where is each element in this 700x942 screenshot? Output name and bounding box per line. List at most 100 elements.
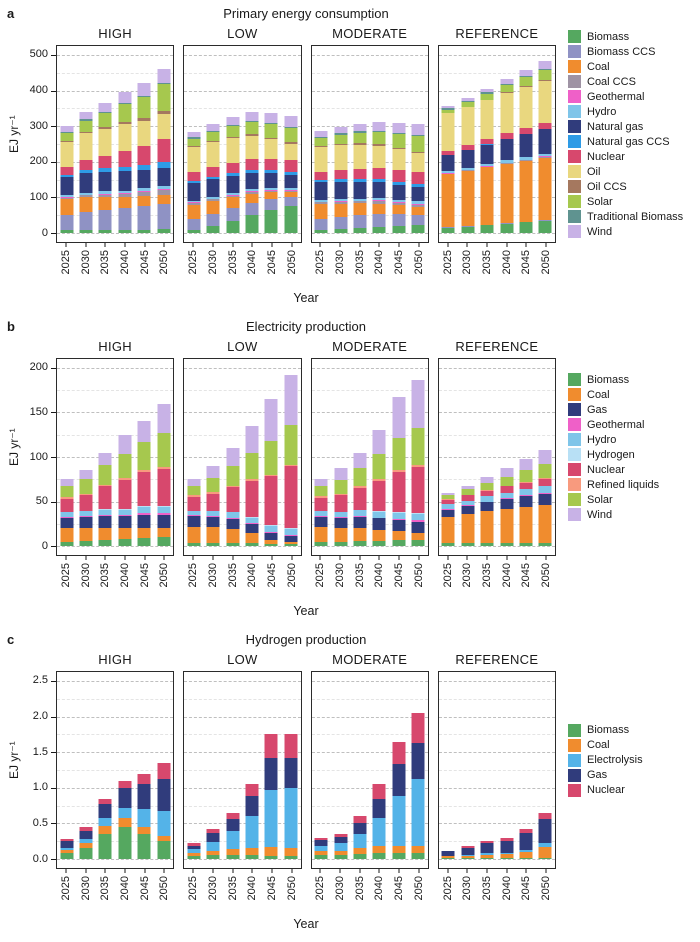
bar-low-2040: [245, 111, 259, 234]
y-tick-mark: [51, 197, 56, 199]
segment-biomass-ccs: [98, 209, 112, 230]
solar-swatch: [568, 195, 581, 208]
wind-swatch: [568, 225, 581, 238]
segment-biomass: [157, 228, 171, 234]
bar-high-2030: [79, 470, 93, 547]
segment-gas: [461, 847, 475, 855]
gridline-major: [184, 501, 301, 503]
segment-oil: [392, 149, 406, 171]
segment-natural-gas: [392, 184, 406, 200]
x-tick-label: 2030: [461, 250, 474, 275]
segment-coal: [60, 849, 74, 854]
segment-coal: [206, 527, 220, 543]
segment-gas: [500, 840, 514, 853]
y-axis-title: EJ yr⁻¹: [7, 115, 21, 153]
segment-coal: [157, 835, 171, 842]
segment-geothermal: [60, 196, 74, 198]
x-axis-title: Year: [293, 291, 319, 305]
segment-nuclear: [187, 843, 201, 846]
bar-reference-2045: [519, 70, 533, 234]
gridline-minor: [438, 434, 555, 436]
facet-reference: REFERENCE 2025 2030 2035 2040 2045 2050: [437, 338, 556, 602]
segment-nuclear: [264, 475, 278, 525]
legend-label: Coal CCS: [587, 75, 636, 88]
legend-label: Electrolysis: [587, 754, 643, 766]
segment-gas: [441, 509, 455, 517]
segment-nuclear: [60, 498, 74, 513]
segment-gas: [226, 818, 240, 832]
segment-natural-gas: [226, 176, 240, 194]
bar-high-2050: [157, 762, 171, 860]
segment-solar: [480, 93, 494, 100]
segment-electrolysis: [264, 789, 278, 847]
x-axis-ticks: 2025 2030 2035 2040 2045 2050: [56, 869, 174, 915]
legend: Biomass Biomass CCS Coal Coal CCS Geothermal…: [556, 25, 696, 243]
gridline-minor: [311, 698, 428, 700]
segment-biomass-ccs: [264, 199, 278, 210]
x-tick-mark: [447, 243, 449, 247]
segment-oil-ccs: [334, 143, 348, 145]
x-tick-label: 2035: [353, 876, 366, 901]
segment-oil-ccs: [206, 140, 220, 142]
gridline-major: [438, 787, 555, 789]
segment-traditional-biomass: [264, 123, 278, 125]
x-tick-mark: [144, 869, 146, 873]
segment-gas: [118, 787, 132, 808]
x-tick-mark: [545, 869, 547, 873]
segment-coal: [157, 194, 171, 204]
bar-reference-2035: [480, 841, 494, 860]
x-tick-label: 2050: [540, 876, 553, 901]
legend-label: Refined liquids: [587, 478, 660, 491]
segment-biomass: [392, 539, 406, 547]
x-tick-label: 2040: [500, 563, 513, 588]
segment-solar: [60, 486, 74, 498]
segment-coal-ccs: [118, 193, 132, 198]
legend-item-natural-gas-ccs: Natural gas CCS: [568, 135, 696, 148]
segment-coal: [79, 197, 93, 212]
segment-wind: [392, 397, 406, 439]
segment-coal-ccs: [353, 201, 367, 204]
segment-geothermal: [314, 201, 328, 203]
x-tick-mark: [359, 556, 361, 560]
segment-biomass: [60, 229, 74, 234]
bar-low-2050: [284, 116, 298, 234]
segment-geothermal: [206, 515, 220, 517]
facet-plot: [183, 671, 302, 869]
gridline-minor: [438, 72, 555, 74]
x-tick-label: 2025: [59, 563, 72, 588]
bar-reference-2035: [480, 476, 494, 547]
hydro-swatch: [568, 433, 581, 446]
gridline-major: [311, 197, 428, 199]
bar-high-2050: [157, 68, 171, 234]
segment-refined-liquids: [411, 465, 425, 467]
segment-coal: [519, 851, 533, 858]
bar-moderate-2025: [314, 837, 328, 860]
segment-coal: [411, 846, 425, 854]
y-tick-mark: [51, 823, 56, 825]
segment-gas: [519, 496, 533, 507]
y-tick-label: 100: [29, 450, 48, 463]
gridline-major: [184, 233, 301, 235]
segment-oil: [245, 135, 259, 159]
segment-geothermal: [411, 203, 425, 205]
segment-natural-gas: [480, 144, 494, 165]
segment-solar: [137, 441, 151, 471]
segment-solar: [157, 433, 171, 467]
segment-traditional-biomass: [187, 137, 201, 140]
segment-hydro: [461, 500, 475, 506]
legend-label: Solar: [587, 493, 613, 506]
bar-reference-2030: [461, 846, 475, 860]
gridline-major: [311, 859, 428, 861]
segment-oil: [79, 133, 93, 160]
segment-coal: [137, 196, 151, 207]
segment-nuclear: [519, 829, 533, 833]
gridline-minor: [438, 698, 555, 700]
gridline-major: [311, 126, 428, 128]
segment-traditional-biomass: [79, 119, 93, 121]
gridline-minor: [311, 770, 428, 771]
gridline-minor: [438, 841, 555, 843]
segment-natural-gas: [157, 168, 171, 187]
segment-hydro: [372, 512, 386, 518]
segment-biomass-ccs: [79, 211, 93, 230]
segment-gas: [79, 516, 93, 529]
